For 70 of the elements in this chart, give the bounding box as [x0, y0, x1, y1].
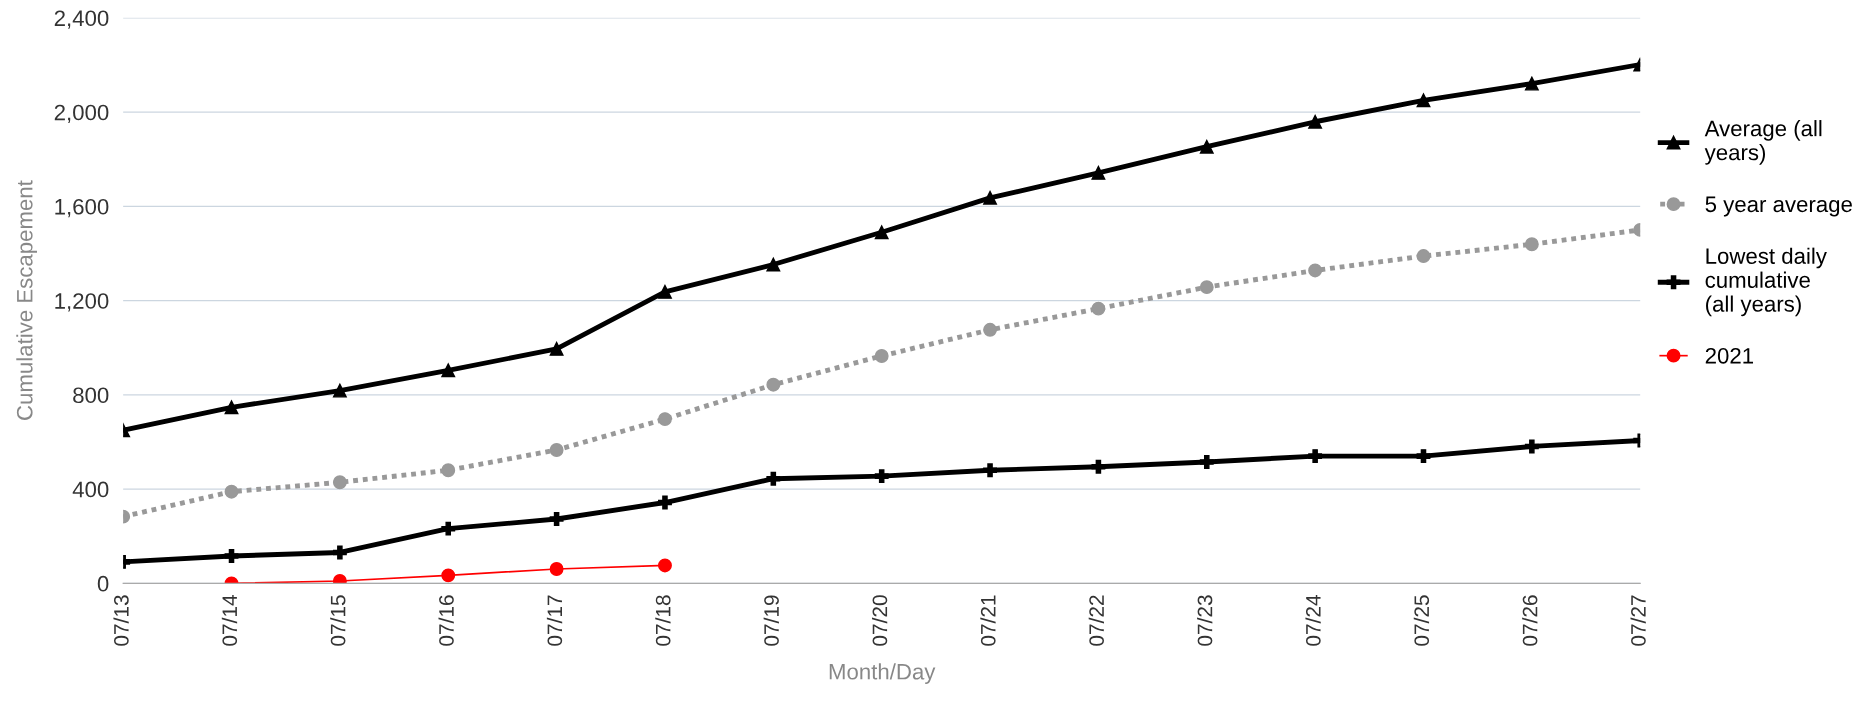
legend-label: Lowest daily cumulative (all years) [1705, 247, 1827, 317]
point [332, 545, 347, 560]
x-tick-label: 07/18 [655, 595, 671, 646]
point [549, 443, 564, 457]
x-tick-label: 07/27 [1630, 595, 1646, 646]
point [766, 257, 781, 272]
point [441, 463, 456, 478]
y-tick-label: 2,400 [54, 10, 109, 29]
x-axis-title: Month/Day [829, 663, 936, 684]
point [1308, 114, 1323, 129]
y-axis-title: Cumulative Escapement [16, 180, 37, 420]
x-tick-label: 07/17 [546, 595, 563, 646]
point [1416, 93, 1431, 108]
x-tick-label: 07/25 [1413, 595, 1430, 646]
point [441, 363, 456, 378]
point [874, 225, 889, 240]
x-tick-label: 07/19 [763, 595, 779, 646]
legend-label: 2021 [1705, 347, 1754, 364]
point [1524, 237, 1539, 252]
point [549, 512, 564, 526]
point [983, 322, 997, 337]
point [1524, 439, 1539, 454]
point [1524, 76, 1539, 91]
point [549, 341, 564, 356]
point [874, 349, 889, 363]
point [224, 484, 239, 499]
x-tick-label: 07/14 [221, 595, 238, 646]
x-tick-label: 07/24 [1305, 595, 1321, 646]
x-tick-label: 07/26 [1522, 595, 1538, 646]
point [658, 495, 672, 510]
point [441, 568, 456, 583]
point [983, 463, 997, 478]
x-tick-label: 07/16 [438, 595, 454, 646]
y-tick-label: 1,200 [55, 293, 109, 312]
x-tick-label: 07/23 [1197, 595, 1213, 646]
x-tick-label: 07/13 [113, 595, 129, 646]
y-tick-label: 0 [97, 575, 109, 592]
legend-label: Average (all years) [1704, 120, 1822, 165]
x-tick-label: 07/21 [980, 595, 996, 646]
point [658, 558, 672, 573]
point [224, 549, 239, 563]
point [1308, 449, 1323, 464]
point [549, 562, 564, 576]
point [766, 377, 781, 392]
x-tick-label: 07/22 [1088, 595, 1104, 646]
y-tick-label: 800 [73, 387, 109, 404]
point [332, 475, 347, 490]
y-tick-label: 1,600 [55, 198, 109, 218]
point [658, 284, 672, 299]
point [441, 521, 456, 536]
point [1199, 455, 1214, 469]
point [1199, 280, 1214, 295]
y-tick-label: 400 [72, 481, 109, 498]
point [224, 400, 239, 415]
point [1091, 459, 1106, 474]
point [1199, 139, 1214, 154]
y-tick-label: 2,000 [54, 104, 109, 123]
point [658, 412, 672, 427]
point [1308, 263, 1323, 278]
point [766, 471, 781, 486]
point [983, 190, 997, 205]
point [1416, 249, 1431, 264]
point [1416, 449, 1431, 464]
point [1091, 165, 1106, 180]
x-tick-label: 07/20 [871, 595, 888, 646]
x-tick-label: 07/15 [330, 595, 346, 646]
point [332, 383, 347, 398]
point [1091, 301, 1106, 316]
legend-label: 5 year average [1705, 196, 1852, 217]
point [874, 469, 889, 484]
